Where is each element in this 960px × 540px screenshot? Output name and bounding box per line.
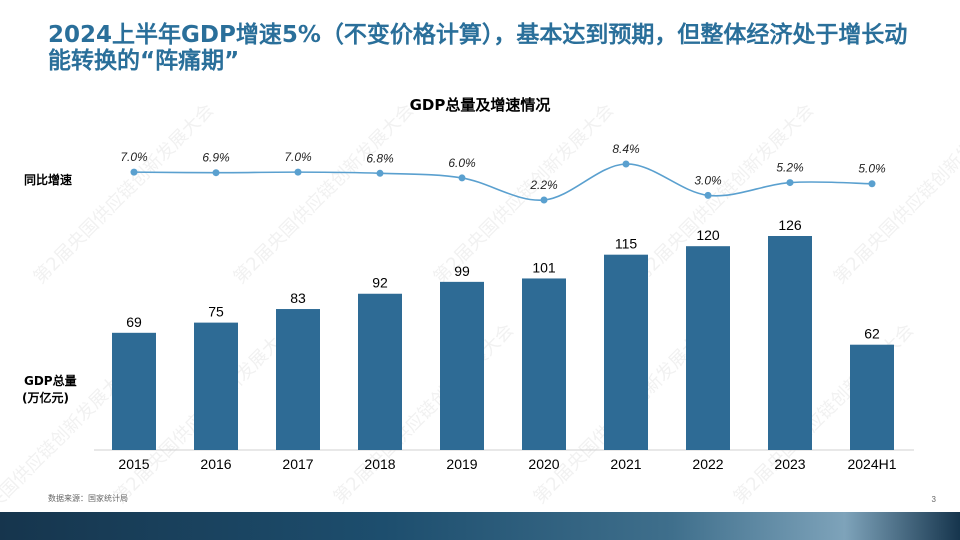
bar-value-label-2023: 126 xyxy=(778,217,802,233)
bar-2023 xyxy=(768,236,812,450)
x-tick-label-2015: 2015 xyxy=(118,456,149,472)
growth-point-2016 xyxy=(212,169,220,177)
x-tick-label-2017: 2017 xyxy=(282,456,313,472)
bar-value-label-2020: 101 xyxy=(532,259,556,275)
growth-label-2017: 7.0% xyxy=(284,150,312,164)
growth-label-2022: 3.0% xyxy=(694,173,722,187)
bar-2024H1 xyxy=(850,344,894,450)
growth-point-2017 xyxy=(294,168,302,176)
source-note: 数据来源：国家统计局 xyxy=(48,494,128,503)
x-tick-label-2024H1: 2024H1 xyxy=(847,456,896,472)
slide-title: 2024上半年GDP增速5%（不变价格计算），基本达到预期，但整体经济处于增长动… xyxy=(48,22,908,74)
bar-value-label-2019: 99 xyxy=(454,263,470,279)
bar-2015 xyxy=(112,332,156,450)
gdp-row-label-line1: GDP总量 xyxy=(24,374,77,388)
x-tick-label-2021: 2021 xyxy=(610,456,641,472)
growth-label-2019: 6.0% xyxy=(448,156,476,170)
bar-value-label-2016: 75 xyxy=(208,304,224,320)
x-tick-label-2016: 2016 xyxy=(200,456,231,472)
growth-label-2021: 8.4% xyxy=(612,142,640,156)
footer-band xyxy=(0,512,960,540)
growth-label-2024H1: 5.0% xyxy=(858,162,886,176)
bar-value-label-2021: 115 xyxy=(615,236,638,252)
growth-point-2024H1 xyxy=(868,180,876,188)
growth-point-2018 xyxy=(376,169,384,177)
growth-label-2023: 5.2% xyxy=(776,161,804,175)
bar-2021 xyxy=(604,254,648,450)
growth-label-2020: 2.2% xyxy=(529,178,558,192)
gdp-row-label-line2: (万亿元) xyxy=(22,391,69,405)
growth-label-2015: 7.0% xyxy=(120,150,148,164)
growth-line xyxy=(133,163,873,201)
bar-2017 xyxy=(276,309,320,450)
x-tick-label-2019: 2019 xyxy=(446,456,477,472)
growth-label-2016: 6.9% xyxy=(202,151,230,165)
growth-point-2019 xyxy=(458,174,466,182)
bar-2022 xyxy=(686,246,730,450)
x-tick-label-2022: 2022 xyxy=(692,456,723,472)
x-tick-label-2020: 2020 xyxy=(528,456,559,472)
growth-point-2020 xyxy=(540,196,548,204)
bar-value-label-2022: 120 xyxy=(696,227,720,243)
bar-value-label-2024H1: 62 xyxy=(864,326,880,342)
growth-point-2022 xyxy=(704,191,712,199)
bar-value-label-2017: 83 xyxy=(290,290,306,306)
page-number: 3 xyxy=(931,495,936,504)
growth-point-2015 xyxy=(130,168,138,176)
growth-label-2018: 6.8% xyxy=(366,151,394,165)
growth-row-label: 同比增速 xyxy=(24,173,73,187)
growth-point-2021 xyxy=(622,160,630,168)
bar-2020 xyxy=(522,278,566,450)
bar-value-label-2015: 69 xyxy=(126,314,142,330)
chart-title: GDP总量及增速情况 xyxy=(409,96,551,114)
growth-point-2023 xyxy=(786,179,794,187)
bar-2016 xyxy=(194,322,238,450)
bar-value-label-2018: 92 xyxy=(372,275,388,291)
x-tick-label-2023: 2023 xyxy=(774,456,805,472)
bar-2019 xyxy=(440,281,484,450)
bar-2018 xyxy=(358,293,402,450)
x-tick-label-2018: 2018 xyxy=(364,456,395,472)
